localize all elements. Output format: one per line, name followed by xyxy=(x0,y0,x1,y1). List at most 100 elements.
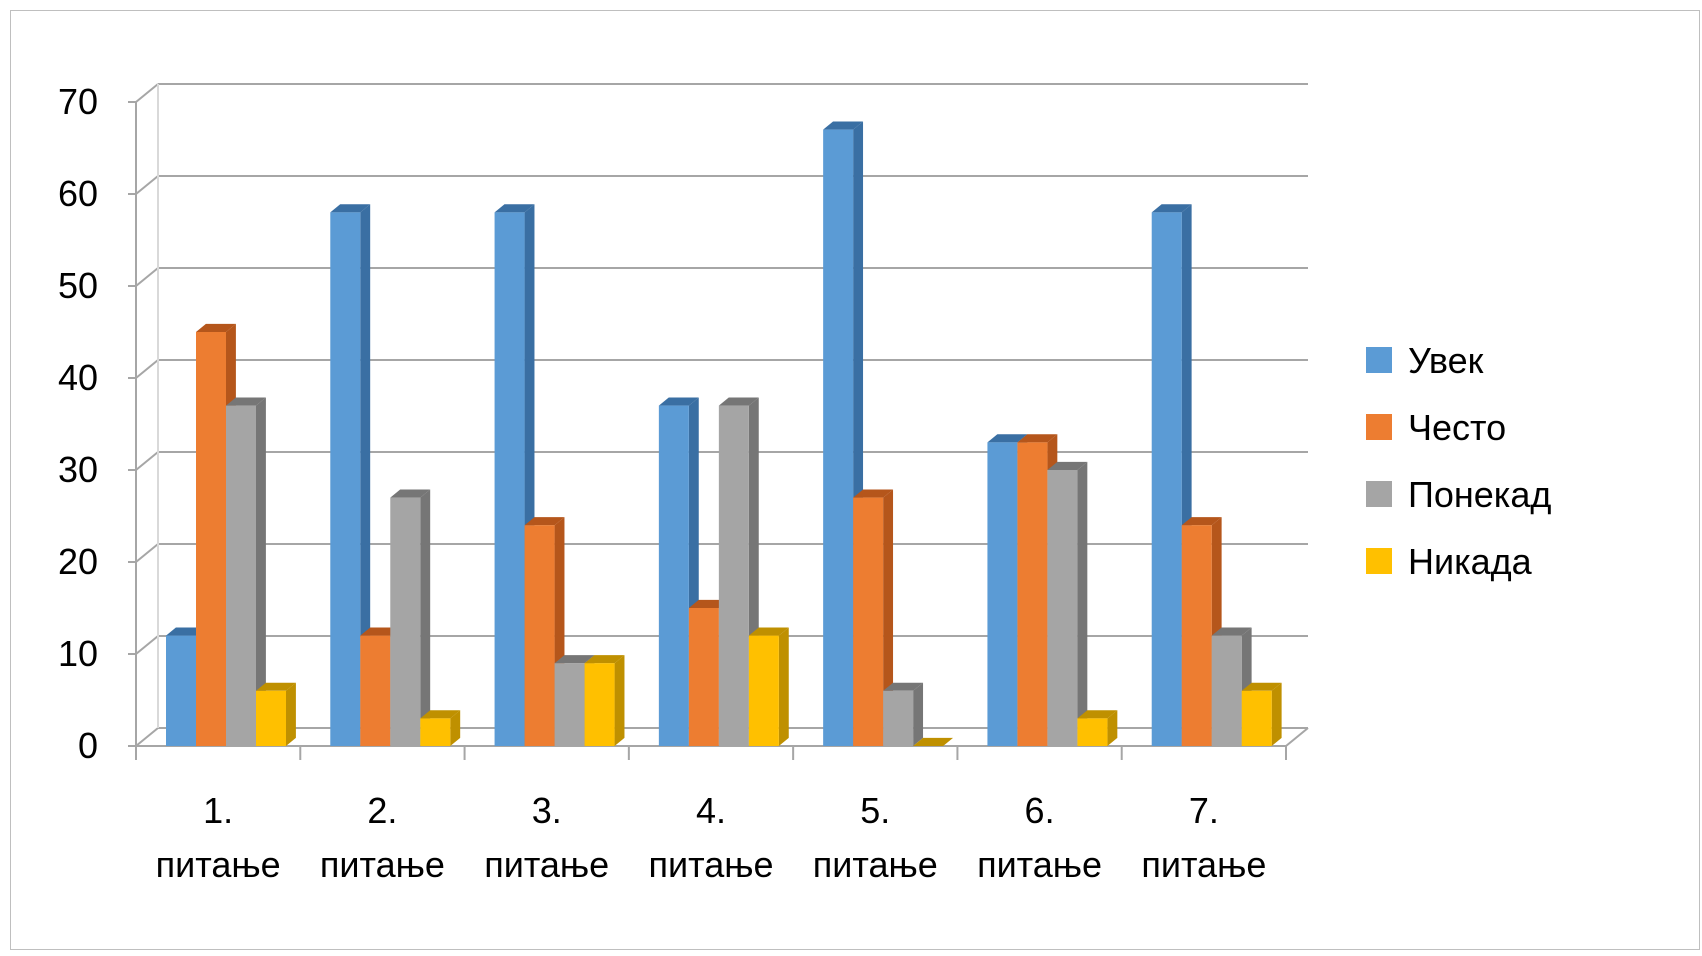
bar-top xyxy=(226,397,266,406)
y-tick-label: 20 xyxy=(58,541,98,582)
bar-top xyxy=(1181,517,1222,526)
chart-frame: 0 10 20 30 40 50 60 70 1. питање 2. питање 3. питање 4… xyxy=(10,10,1700,950)
x-tick-label: 7. xyxy=(1189,790,1219,831)
bar-top xyxy=(883,682,924,691)
bar xyxy=(853,497,884,746)
y-tick-label: 50 xyxy=(58,265,98,306)
bar-top xyxy=(166,627,206,636)
bar-side xyxy=(1271,682,1282,746)
gridline-depth xyxy=(135,727,159,747)
bar xyxy=(688,608,719,746)
bar xyxy=(584,663,615,746)
bar-side xyxy=(778,627,789,746)
bar-side xyxy=(1077,461,1088,746)
bar-chart: 0 10 20 30 40 50 60 70 1. питање 2. питање 3. питање 4… xyxy=(58,81,1551,885)
legend-label: Понекад xyxy=(1408,474,1551,515)
x-tick-label: 6. xyxy=(1025,790,1055,831)
bar xyxy=(1077,718,1108,746)
bar xyxy=(1211,635,1242,746)
bar-side xyxy=(360,204,371,747)
bar-top xyxy=(688,599,729,608)
gridline-depth xyxy=(135,175,159,195)
y-tick-label: 60 xyxy=(58,173,98,214)
bar-top xyxy=(584,655,625,664)
x-tick-label: 5. xyxy=(860,790,890,831)
bar xyxy=(554,663,585,746)
legend-swatch xyxy=(1366,481,1392,507)
bar-top xyxy=(1047,461,1088,470)
gridline-depth xyxy=(135,83,159,103)
bar-top xyxy=(524,517,565,526)
legend-swatch xyxy=(1366,347,1392,373)
x-tick-label: питање xyxy=(649,844,774,885)
bar-top xyxy=(748,627,789,636)
x-tick-label: питање xyxy=(320,844,445,885)
bar-side xyxy=(286,682,296,746)
bar-top xyxy=(256,682,296,691)
y-tick-label: 0 xyxy=(78,725,98,766)
x-tick-label: 2. xyxy=(367,790,397,831)
bar-top xyxy=(718,397,759,406)
y-tick-label: 10 xyxy=(58,633,98,674)
bar xyxy=(494,212,525,746)
gridline-depth xyxy=(135,635,159,655)
bar xyxy=(1047,470,1078,746)
x-tick-label: 4. xyxy=(696,790,726,831)
bar xyxy=(883,690,914,746)
x-tick-label: питање xyxy=(813,844,938,885)
bar-top xyxy=(1077,710,1118,719)
x-tick-label: питање xyxy=(977,844,1102,885)
x-tick-label: питање xyxy=(1141,844,1266,885)
bar xyxy=(360,635,391,746)
legend-swatch xyxy=(1366,548,1392,574)
bar-top xyxy=(420,710,461,719)
bar-side xyxy=(913,682,924,746)
bar-side xyxy=(256,397,266,746)
legend-swatch xyxy=(1366,414,1392,440)
x-tick-label: 3. xyxy=(532,790,562,831)
gridline-depth xyxy=(135,267,159,287)
bar xyxy=(420,718,451,746)
bar-top xyxy=(987,434,1028,443)
bar xyxy=(196,332,226,746)
bar xyxy=(748,635,779,746)
bar-top xyxy=(1017,434,1058,443)
bar-top xyxy=(1211,627,1252,636)
bar-top xyxy=(1151,204,1192,213)
bar-side xyxy=(420,489,431,746)
bar-top xyxy=(823,121,864,130)
bar-side xyxy=(883,489,894,746)
bar-top xyxy=(1241,682,1282,691)
bar xyxy=(226,405,256,746)
bar xyxy=(166,635,196,746)
bar xyxy=(330,212,361,746)
floor-right-edge xyxy=(1285,727,1309,747)
bar-side xyxy=(614,655,625,746)
bar-top xyxy=(494,204,535,213)
bar-side xyxy=(1107,710,1118,746)
bar xyxy=(1151,212,1182,746)
bar-side xyxy=(450,710,461,746)
x-tick-label: 1. xyxy=(203,790,233,831)
bar xyxy=(658,405,689,746)
bar xyxy=(718,405,749,746)
bar xyxy=(256,690,286,746)
bar xyxy=(987,442,1018,746)
bar xyxy=(1181,525,1212,746)
x-tick-label: питање xyxy=(484,844,609,885)
bar-top xyxy=(853,489,894,498)
gridline-depth xyxy=(135,359,159,379)
bar-top xyxy=(196,323,236,332)
y-tick-label: 40 xyxy=(58,357,98,398)
bar xyxy=(1017,442,1048,746)
bar xyxy=(823,129,854,747)
y-tick-label: 70 xyxy=(58,81,98,122)
bar xyxy=(524,525,555,746)
bar-top xyxy=(390,489,431,498)
gridline-depth xyxy=(135,543,159,563)
bar-top xyxy=(330,204,371,213)
legend-label: Никада xyxy=(1408,541,1533,582)
bar xyxy=(1241,690,1272,746)
bar xyxy=(390,497,421,746)
bar-top xyxy=(360,627,401,636)
